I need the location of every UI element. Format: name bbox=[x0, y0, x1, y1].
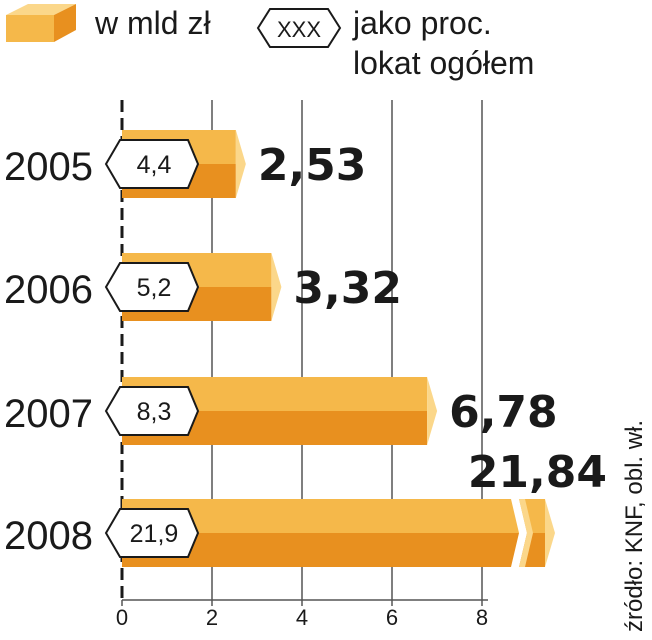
source-note: źródło: KNF, obl. wł. bbox=[621, 420, 648, 632]
axis-break-edge bbox=[519, 499, 533, 567]
legend-bar-icon bbox=[6, 4, 76, 42]
value-label: 3,32 bbox=[293, 263, 402, 314]
bar-group: 4,4 2005 2,53 bbox=[4, 130, 366, 198]
bar-tip bbox=[545, 499, 555, 567]
x-tick-label: 2 bbox=[206, 605, 218, 630]
x-tick-label: 6 bbox=[386, 605, 398, 630]
bar-tip bbox=[235, 130, 246, 198]
value-label: 21,84 bbox=[468, 447, 607, 498]
percent-label: 21,9 bbox=[130, 520, 179, 548]
percent-badge bbox=[104, 262, 200, 312]
legend: w mld zł XXX jako proc. lokat ogółem bbox=[6, 4, 534, 81]
bar-group: 5,2 2006 3,32 bbox=[4, 253, 402, 321]
x-tick-label: 4 bbox=[296, 605, 308, 630]
legend-pct-box-icon: XXX bbox=[256, 8, 342, 48]
category-label: 2006 bbox=[4, 268, 93, 312]
x-tick-label: 8 bbox=[476, 605, 488, 630]
category-label: 2007 bbox=[4, 392, 93, 436]
bar-tip bbox=[271, 253, 282, 321]
bar-tip bbox=[427, 377, 438, 445]
bars: 4,4 2005 2,53 5,2 2006 3,32 8,3 2007 6,78 21,9 200… bbox=[4, 130, 607, 567]
percent-label: 8,3 bbox=[137, 398, 172, 426]
bar-group: 8,3 2007 6,78 bbox=[4, 377, 558, 445]
category-label: 2005 bbox=[4, 145, 93, 189]
legend-pct-label-line1: jako proc. bbox=[352, 5, 492, 41]
percent-label: 4,4 bbox=[137, 151, 172, 179]
value-label: 6,78 bbox=[449, 387, 558, 438]
category-label: 2008 bbox=[4, 514, 93, 558]
legend-pct-box-text: XXX bbox=[277, 17, 321, 42]
percent-badge bbox=[104, 139, 200, 189]
percent-badge bbox=[104, 508, 200, 558]
percent-label: 5,2 bbox=[137, 274, 172, 302]
x-axis-ticks: 0 2 4 6 8 bbox=[116, 600, 488, 630]
percent-badge bbox=[104, 386, 200, 436]
legend-value-label: w mld zł bbox=[94, 5, 211, 41]
value-label: 2,53 bbox=[258, 140, 367, 191]
legend-pct-label-line2: lokat ogółem bbox=[353, 45, 534, 81]
bar-group: 21,9 2008 21,84 bbox=[4, 447, 607, 567]
x-tick-label: 0 bbox=[116, 605, 128, 630]
